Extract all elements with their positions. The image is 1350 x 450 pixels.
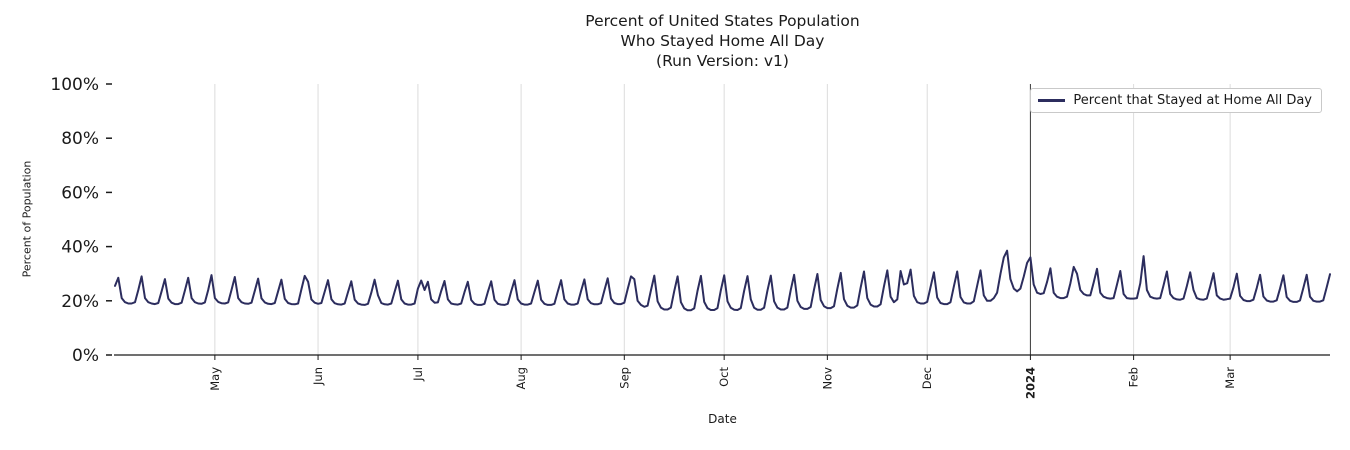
x-tick-label: Nov [820,367,834,390]
legend-line-sample-icon [1038,99,1066,102]
legend-label: Percent that Stayed at Home All Day [1073,93,1312,108]
chart-title: Percent of United States Population Who … [115,11,1330,71]
x-tick-label: Sep [617,367,631,389]
legend: Percent that Stayed at Home All Day [1030,88,1322,113]
stayed-home-series-line [114,249,1331,312]
x-axis-label: Date [708,412,737,426]
x-tick-label: Jun [311,367,325,386]
x-tick-label: Aug [514,367,528,389]
x-tick-label: May [208,367,222,391]
y-tick-label: 60% [61,183,99,203]
x-tick-label: Oct [717,367,731,387]
y-tick-label: 100% [50,75,99,95]
y-tick-label: 40% [61,238,99,258]
x-tick-label: Jul [411,367,425,382]
x-tick-label: Mar [1223,367,1237,389]
x-tick-label: Dec [920,367,934,389]
x-tick-label: Feb [1127,367,1141,387]
x-tick-label: 2024 [1023,367,1037,399]
chart-title-line-1: Percent of United States Population [585,12,860,30]
chart-title-line-2: Who Stayed Home All Day [620,32,825,50]
chart-title-line-3: (Run Version: v1) [656,52,789,70]
y-tick-label: 0% [72,346,99,366]
y-tick-label: 80% [61,129,99,149]
y-tick-label: 20% [61,292,99,312]
